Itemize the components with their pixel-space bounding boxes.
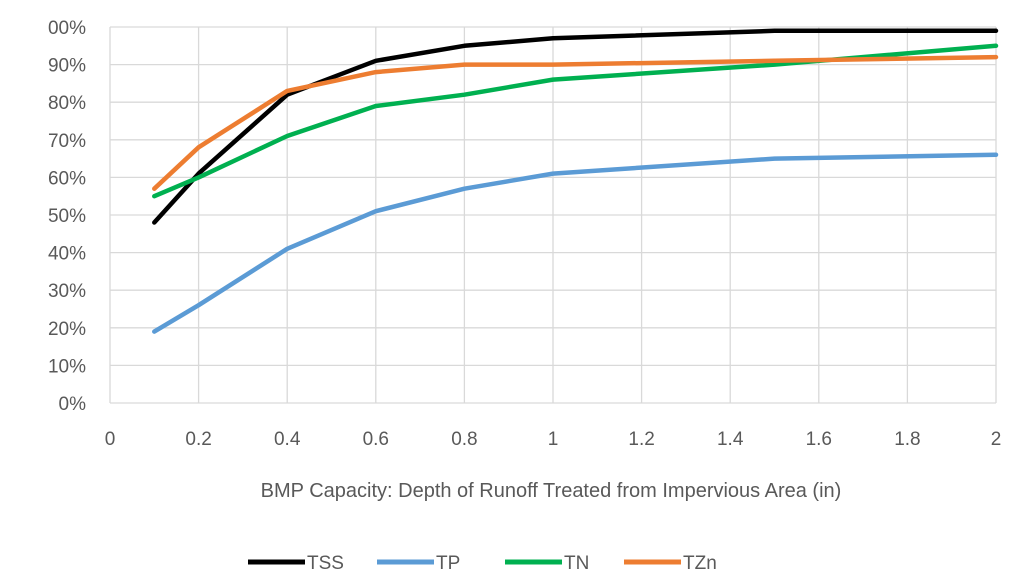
y-tick-label: 0% — [59, 394, 87, 415]
x-tick-label: 0.8 — [451, 429, 477, 450]
legend-label: TN — [564, 553, 589, 574]
x-tick-label: 0.4 — [274, 429, 301, 450]
x-tick-label: 0.2 — [185, 429, 211, 450]
x-tick-label: 0 — [105, 429, 116, 450]
series-lines — [152, 28, 999, 334]
legend-label: TP — [436, 553, 460, 574]
x-tick-label: 1.4 — [717, 429, 744, 450]
y-tick-label: 00% — [48, 18, 86, 39]
x-tick-label: 1 — [548, 429, 559, 450]
series-line-tzn — [152, 54, 999, 191]
x-axis-tick-labels: 0 0.2 0.4 0.6 0.8 1 1.2 1.4 1.6 1.8 2 — [105, 429, 1002, 450]
y-tick-label: 90% — [48, 56, 86, 77]
y-tick-label: 40% — [48, 244, 86, 265]
y-tick-label: 80% — [48, 93, 86, 114]
y-tick-label: 70% — [48, 131, 86, 152]
y-tick-label: 30% — [48, 281, 86, 302]
series-line-tn — [152, 43, 999, 199]
legend-label: TZn — [683, 553, 717, 574]
x-tick-label: 1.8 — [894, 429, 920, 450]
x-tick-label: 1.2 — [628, 429, 654, 450]
x-tick-label: 1.6 — [806, 429, 832, 450]
series-line-tp — [152, 152, 999, 334]
y-tick-label: 50% — [48, 206, 86, 227]
y-tick-label: 60% — [48, 168, 86, 189]
legend-label: TSS — [307, 553, 344, 574]
x-axis-title: BMP Capacity: Depth of Runoff Treated fr… — [261, 480, 842, 502]
x-tick-label: 2 — [991, 429, 1002, 450]
gridlines — [109, 26, 997, 404]
y-tick-label: 20% — [48, 319, 86, 340]
x-tick-label: 0.6 — [363, 429, 389, 450]
series-line-tss — [152, 28, 999, 225]
y-axis-tick-labels: 0% 10% 20% 30% 40% 50% 60% 70% 80% 90% 00% — [48, 18, 86, 415]
legend: TSS TP TN TZn — [248, 553, 717, 574]
y-tick-label: 10% — [48, 356, 86, 377]
